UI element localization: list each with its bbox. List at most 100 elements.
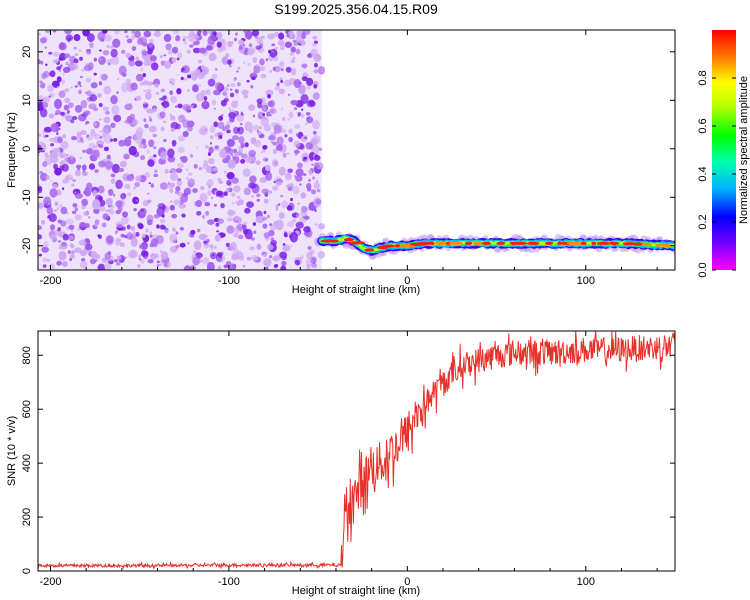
- noise-speck: [222, 91, 228, 96]
- noise-speck: [306, 85, 311, 90]
- noise-speck: [78, 239, 87, 246]
- noise-speck: [253, 64, 261, 74]
- noise-speck: [156, 264, 159, 268]
- noise-speck: [273, 180, 276, 184]
- noise-speck: [140, 258, 145, 264]
- noise-speck: [246, 49, 254, 56]
- noise-speck: [97, 93, 102, 98]
- noise-speck: [159, 218, 166, 224]
- noise-speck: [271, 43, 275, 47]
- noise-speck: [232, 135, 240, 141]
- noise-speck: [38, 225, 43, 231]
- noise-speck: [180, 155, 188, 163]
- noise-speck: [61, 163, 69, 172]
- noise-speck: [79, 222, 86, 227]
- noise-speck: [194, 201, 199, 207]
- noise-speck: [180, 193, 189, 203]
- noise-speck: [48, 263, 56, 270]
- noise-speck: [178, 203, 186, 209]
- noise-speck: [311, 189, 317, 195]
- spectrogram-x-axis-label: Height of straight line (km): [292, 284, 420, 296]
- noise-speck: [160, 126, 165, 132]
- noise-speck: [192, 188, 198, 194]
- noise-speck: [276, 136, 284, 146]
- noise-speck: [169, 115, 176, 121]
- noise-speck: [261, 188, 270, 194]
- noise-speck: [113, 259, 119, 263]
- noise-speck: [150, 183, 155, 188]
- noise-speck: [317, 251, 326, 259]
- noise-speck: [39, 172, 48, 182]
- noise-speck: [237, 66, 241, 70]
- noise-speck: [92, 190, 98, 197]
- noise-speck: [229, 242, 237, 251]
- noise-speck: [42, 96, 51, 103]
- noise-speck: [81, 198, 89, 207]
- noise-speck: [209, 243, 214, 249]
- track-peak: [513, 241, 528, 245]
- noise-speck: [238, 45, 243, 51]
- colorbar-ticks: 0.0 0.2 0.4 0.6 0.8: [697, 70, 736, 278]
- noise-speck: [97, 263, 106, 270]
- noise-speck: [109, 204, 115, 209]
- noise-speck: [267, 94, 271, 99]
- noise-speck: [61, 178, 70, 184]
- noise-speck: [244, 142, 249, 148]
- noise-speck: [208, 158, 215, 165]
- snr-x-tick-label: 0: [404, 576, 410, 588]
- noise-speck: [42, 257, 48, 263]
- noise-speck: [309, 173, 312, 176]
- noise-speck: [185, 130, 188, 133]
- noise-speck: [124, 103, 133, 111]
- noise-speck: [141, 42, 148, 47]
- noise-speck: [149, 55, 157, 62]
- noise-speck: [65, 34, 74, 42]
- noise-speck: [151, 62, 159, 71]
- noise-speck: [102, 213, 109, 220]
- noise-speck: [172, 30, 180, 35]
- track-peak: [347, 241, 365, 245]
- noise-speck: [122, 211, 129, 218]
- noise-speck: [80, 250, 87, 257]
- noise-speck: [160, 250, 163, 253]
- noise-speck: [236, 114, 244, 122]
- noise-speck: [217, 253, 223, 259]
- noise-speck: [248, 43, 253, 48]
- noise-speck: [263, 257, 272, 267]
- noise-speck: [125, 35, 129, 39]
- noise-speck: [199, 259, 204, 263]
- noise-speck: [142, 233, 146, 238]
- noise-speck: [225, 159, 230, 163]
- noise-speck: [126, 192, 132, 197]
- noise-speck: [289, 231, 299, 243]
- noise-speck: [108, 208, 115, 215]
- noise-speck: [176, 88, 182, 95]
- noise-speck: [186, 176, 189, 180]
- noise-speck: [252, 124, 260, 131]
- noise-speck: [93, 144, 98, 149]
- noise-speck: [169, 200, 173, 203]
- noise-speck: [163, 54, 167, 57]
- noise-speck: [306, 251, 313, 260]
- noise-speck: [139, 207, 147, 216]
- noise-speck: [132, 196, 140, 205]
- noise-speck: [147, 192, 150, 195]
- noise-speck: [47, 84, 54, 93]
- noise-speck: [303, 156, 308, 160]
- track-peak: [448, 241, 464, 245]
- noise-speck: [263, 210, 267, 214]
- noise-speck: [88, 163, 96, 170]
- noise-speck: [177, 178, 182, 182]
- noise-speck: [256, 36, 263, 44]
- noise-speck: [290, 46, 296, 53]
- spectrogram-x-tick-label: 100: [577, 275, 595, 287]
- noise-speck: [287, 183, 292, 187]
- noise-speck: [264, 164, 271, 172]
- noise-speck: [46, 258, 51, 262]
- noise-speck: [121, 82, 129, 93]
- spectrogram-noise-region: [38, 30, 326, 270]
- noise-speck: [200, 185, 205, 190]
- noise-speck: [143, 30, 152, 38]
- noise-speck: [200, 89, 207, 97]
- noise-speck: [210, 124, 213, 127]
